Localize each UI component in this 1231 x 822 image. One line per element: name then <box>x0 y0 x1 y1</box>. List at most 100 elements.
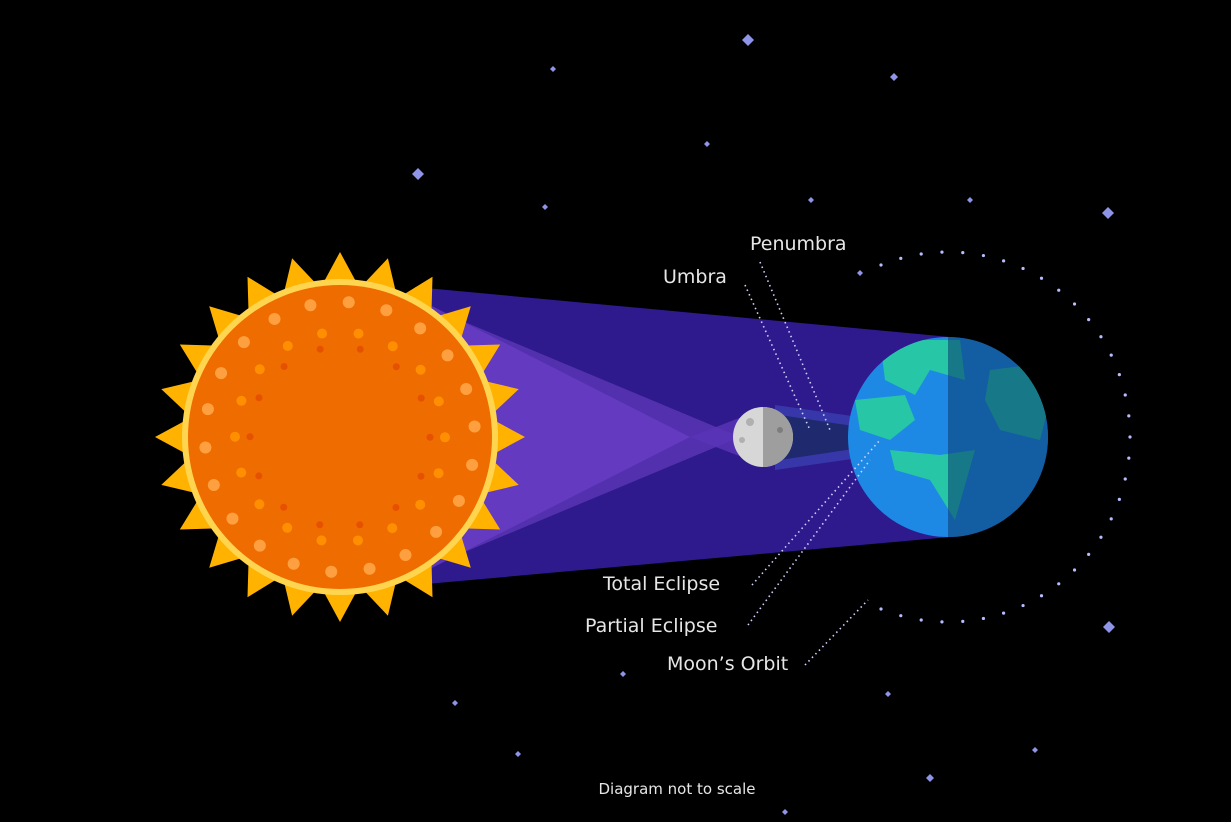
orbit-dot <box>1118 498 1121 501</box>
sun-spot <box>357 346 364 353</box>
orbit-dot <box>1099 335 1102 338</box>
sun-spot <box>208 479 220 491</box>
sun-spot <box>282 523 292 533</box>
sun-spot <box>343 296 355 308</box>
sun-spot <box>254 540 266 552</box>
sun-spot <box>426 434 433 441</box>
orbit-dot <box>1124 393 1127 396</box>
sun-spot <box>254 499 264 509</box>
sun-spot <box>316 521 323 528</box>
sun-spot <box>393 363 400 370</box>
sun-spot <box>416 365 426 375</box>
orbit-label: Moon’s Orbit <box>667 653 788 675</box>
orbit-dot <box>1087 553 1090 556</box>
sun-spot <box>364 563 376 575</box>
sun-spot <box>230 432 240 442</box>
orbit-dot <box>1057 582 1060 585</box>
sun-spot <box>288 558 300 570</box>
orbit-dot <box>1127 414 1130 417</box>
sun-spot <box>247 433 254 440</box>
orbit-dot <box>920 618 923 621</box>
orbit-dot <box>1002 612 1005 615</box>
orbit-dot <box>1087 318 1090 321</box>
orbit-dot <box>879 263 882 266</box>
sun-spot <box>414 322 426 334</box>
orbit-dot <box>940 251 943 254</box>
sun-spot <box>280 504 287 511</box>
orbit-dot <box>1118 373 1121 376</box>
sun-spot <box>388 341 398 351</box>
sun-spot <box>256 394 263 401</box>
sun-spot <box>418 395 425 402</box>
orbit-dot <box>1073 568 1076 571</box>
sun-spot <box>392 504 399 511</box>
total-eclipse-label: Total Eclipse <box>602 573 720 595</box>
sun-spot <box>356 521 363 528</box>
orbit-dot <box>920 252 923 255</box>
orbit-dot <box>1073 302 1076 305</box>
eclipse-diagram: Penumbra Umbra Total Eclipse Partial Ecl… <box>0 0 1231 822</box>
sun-spot <box>380 304 392 316</box>
sun-spot <box>387 523 397 533</box>
orbit-dot <box>1128 435 1131 438</box>
sun-spot <box>238 336 250 348</box>
sun-spot <box>399 549 411 561</box>
moon-crater <box>746 418 754 426</box>
orbit-dot <box>1110 354 1113 357</box>
orbit-dot <box>1002 259 1005 262</box>
orbit-dot <box>940 620 943 623</box>
sun-spot <box>316 535 326 545</box>
orbit-dot <box>1040 594 1043 597</box>
orbit-dot <box>1057 289 1060 292</box>
orbit-dot <box>961 620 964 623</box>
moon-crater <box>739 437 745 443</box>
sun-spot <box>440 432 450 442</box>
sun-spot <box>453 495 465 507</box>
umbra-label: Umbra <box>663 266 727 288</box>
sun-spot <box>199 442 211 454</box>
footnote: Diagram not to scale <box>599 780 756 798</box>
sun-spot <box>226 513 238 525</box>
orbit-dot <box>1110 517 1113 520</box>
orbit-dot <box>879 607 882 610</box>
sun-spot <box>417 473 424 480</box>
sun-spot <box>469 420 481 432</box>
moon <box>733 407 793 467</box>
sun-spot <box>269 313 281 325</box>
sun-spot <box>434 468 444 478</box>
sun-spot <box>215 367 227 379</box>
orbit-dot <box>1021 267 1024 270</box>
sun-spot <box>255 364 265 374</box>
sun-spot <box>460 383 472 395</box>
sun-spot <box>415 500 425 510</box>
moon-crater <box>777 427 783 433</box>
orbit-dot <box>982 617 985 620</box>
partial-eclipse-label: Partial Eclipse <box>585 615 717 637</box>
sun-spot <box>353 535 363 545</box>
orbit-dot <box>961 251 964 254</box>
orbit-dot <box>1124 477 1127 480</box>
sun-spot <box>442 349 454 361</box>
sun-spot <box>304 299 316 311</box>
orbit-dot <box>1021 604 1024 607</box>
orbit-dot <box>899 257 902 260</box>
sun-spot <box>434 396 444 406</box>
sun-spot <box>255 472 262 479</box>
orbit-dot <box>899 614 902 617</box>
sun-spot <box>430 526 442 538</box>
sun-spot <box>466 459 478 471</box>
sun-spot <box>325 566 337 578</box>
sun-spot <box>236 468 246 478</box>
sun-spot <box>317 346 324 353</box>
sun-spot <box>283 341 293 351</box>
orbit-dot <box>1040 277 1043 280</box>
sun-spot <box>236 396 246 406</box>
orbit-dot <box>1127 457 1130 460</box>
sun-spot <box>317 329 327 339</box>
sun-spot <box>281 363 288 370</box>
sun <box>155 252 525 622</box>
sun-spot <box>354 329 364 339</box>
orbit-dot <box>1099 536 1102 539</box>
penumbra-label: Penumbra <box>750 233 847 255</box>
sun-spot <box>202 403 214 415</box>
